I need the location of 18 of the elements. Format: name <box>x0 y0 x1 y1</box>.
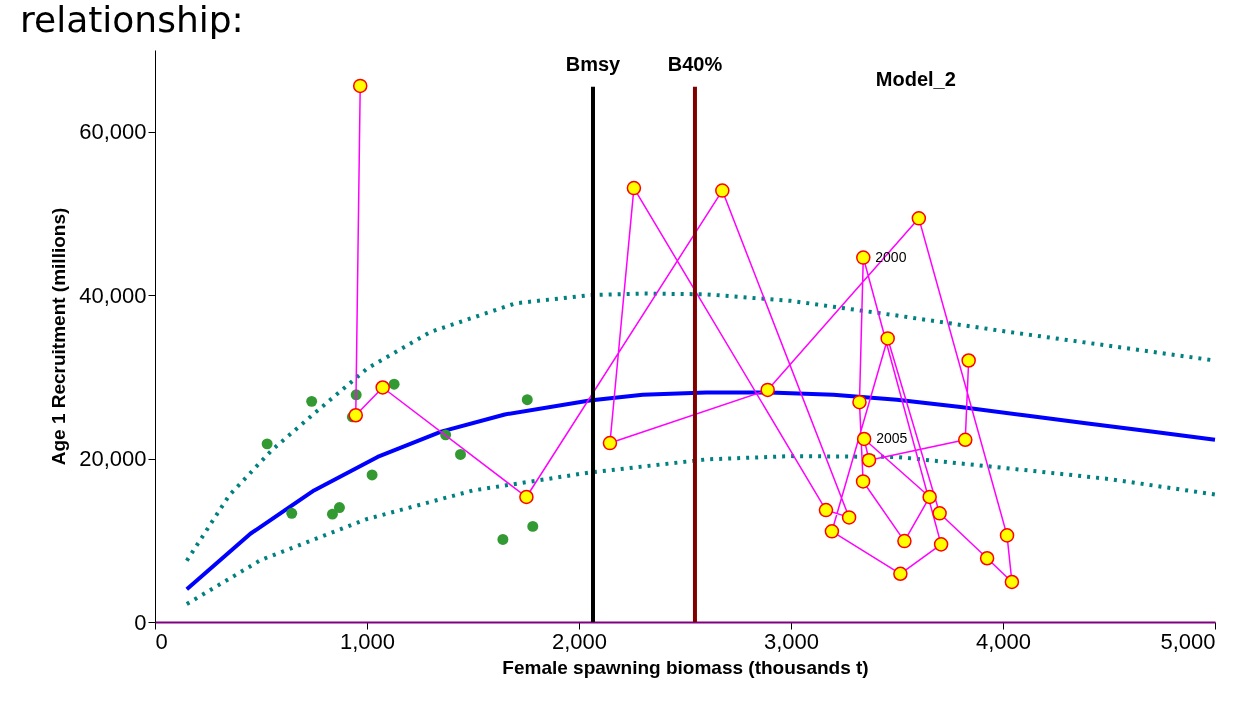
x-tick-label: 0 <box>155 628 168 654</box>
x-tick-label: 2,000 <box>551 628 608 654</box>
y-tick-label: 20,000 <box>79 446 147 472</box>
annotation: Model_2 <box>875 68 956 90</box>
x-tick-label: 1,000 <box>339 628 396 654</box>
chart-title: relationship: <box>20 0 244 40</box>
series-label: Bmsy <box>565 52 622 75</box>
x-axis-title: Female spawning biomass (thousands t) <box>502 656 869 678</box>
line-series <box>184 454 1217 607</box>
y-tick-label: 40,000 <box>79 282 147 308</box>
x-tick-label: 5,000 <box>1160 628 1216 654</box>
y-tick-label: 60,000 <box>79 119 147 145</box>
y-tick-label: 0 <box>134 609 147 635</box>
x-tick-label: 4,000 <box>975 628 1032 654</box>
y-axis-title: Age 1 Recruitment (millions) <box>48 207 70 466</box>
x-tick-label: 3,000 <box>763 628 820 654</box>
series-label: B40% <box>667 52 723 75</box>
annotation: 2005 <box>876 429 908 446</box>
